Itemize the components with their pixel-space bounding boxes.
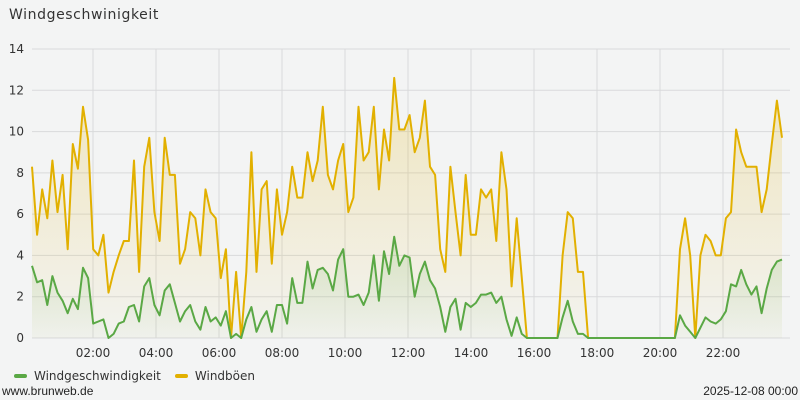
y-axis: 0 2 4 6 8 10 12 14 — [9, 42, 24, 345]
legend: Windgeschwindigkeit Windböen — [14, 369, 261, 383]
x-tick-label: 16:00 — [517, 346, 552, 360]
x-tick-label: 04:00 — [139, 346, 174, 360]
x-tick-label: 06:00 — [202, 346, 237, 360]
x-tick-label: 20:00 — [643, 346, 678, 360]
y-tick-label: 0 — [16, 331, 24, 345]
x-axis: 02:00 04:00 06:00 08:00 10:00 12:00 14:00 16:00… — [76, 346, 741, 360]
x-tick-label: 02:00 — [76, 346, 111, 360]
x-tick-label: 14:00 — [454, 346, 489, 360]
y-tick-label: 4 — [16, 248, 24, 262]
x-tick-label: 10:00 — [328, 346, 363, 360]
chart-title: Windgeschwinigkeit — [9, 7, 159, 23]
x-tick-label: 22:00 — [706, 346, 741, 360]
x-tick-label: 08:00 — [265, 346, 300, 360]
x-tick-label: 18:00 — [580, 346, 615, 360]
gusts-swatch-icon — [174, 374, 188, 378]
windspeed-area — [32, 236, 782, 338]
legend-label: Windböen — [194, 369, 255, 383]
y-tick-label: 8 — [16, 166, 24, 180]
legend-item-gusts[interactable]: Windböen — [174, 369, 255, 383]
y-tick-label: 2 — [16, 290, 24, 304]
y-tick-label: 12 — [9, 83, 24, 97]
site-credit: www.brunweb.de — [2, 384, 94, 398]
legend-item-windspeed[interactable]: Windgeschwindigkeit — [14, 369, 161, 383]
y-tick-label: 6 — [16, 207, 24, 221]
windspeed-swatch-icon — [14, 374, 27, 378]
x-tick-label: 12:00 — [391, 346, 426, 360]
legend-label: Windgeschwindigkeit — [34, 369, 161, 383]
timestamp: 2025-12-08 00:00 — [703, 384, 798, 398]
windspeed-line — [31, 235, 783, 339]
y-tick-label: 14 — [9, 42, 24, 56]
series-plot — [31, 76, 783, 339]
y-tick-label: 10 — [9, 125, 24, 139]
